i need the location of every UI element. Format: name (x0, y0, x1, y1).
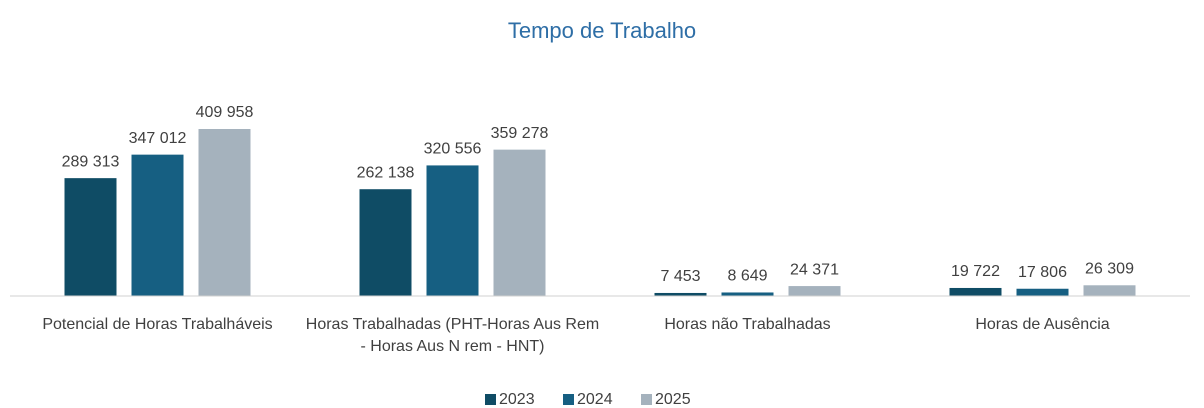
bar (198, 129, 251, 296)
legend-swatch (485, 394, 496, 405)
chart-title: Tempo de Trabalho (508, 18, 696, 43)
data-label: 347 012 (129, 130, 187, 147)
x-tick-label: Potencial de Horas Trabalháveis (42, 316, 273, 333)
x-tick-label: Horas não Trabalhadas (664, 316, 831, 333)
legend-label: 2024 (577, 391, 613, 408)
bar (721, 292, 774, 296)
legend-swatch (641, 394, 652, 405)
legend-label: 2023 (499, 391, 535, 408)
bar (359, 189, 412, 296)
bar (654, 292, 707, 296)
bar (1016, 288, 1069, 296)
data-label: 17 806 (1018, 264, 1067, 281)
data-label: 289 313 (62, 153, 120, 170)
data-label: 320 556 (424, 141, 482, 158)
x-tick-label: Horas Trabalhadas (PHT-Horas Aus Rem - H… (305, 316, 600, 355)
bar (788, 286, 841, 296)
data-label: 19 722 (951, 263, 1000, 280)
bar (426, 165, 479, 296)
x-tick-label: Horas de Ausência (975, 316, 1110, 333)
legend-swatch (563, 394, 574, 405)
bar (493, 149, 546, 296)
bar (131, 154, 184, 296)
data-label: 7 453 (660, 268, 700, 285)
legend-label: 2025 (655, 391, 691, 408)
data-label: 262 138 (357, 164, 415, 181)
bar (64, 178, 117, 296)
bar (1083, 285, 1136, 296)
bar (949, 287, 1002, 296)
data-label: 26 309 (1085, 261, 1134, 278)
data-label: 409 958 (196, 104, 254, 121)
data-label: 8 649 (727, 268, 767, 285)
data-label: 24 371 (790, 261, 839, 278)
data-label: 359 278 (491, 125, 549, 142)
